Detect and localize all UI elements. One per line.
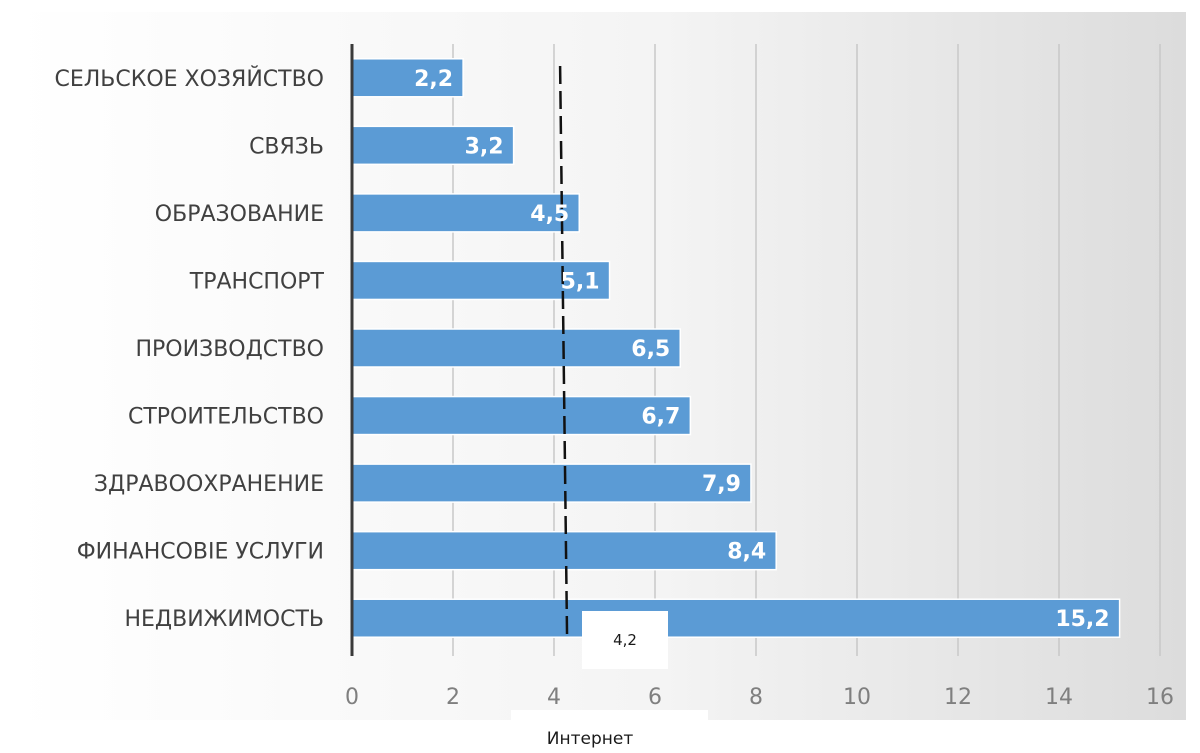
bar	[351, 395, 692, 436]
data-label: 7,9	[702, 472, 741, 497]
x-tick-label: 6	[648, 685, 662, 710]
reference-line-group: 4,2 Интернет	[511, 65, 708, 753]
data-label: 6,7	[641, 405, 680, 430]
reference-name-label: Интернет	[547, 729, 634, 749]
category-label: СТРОИТЕЛЬСТВО	[128, 405, 324, 430]
bar	[351, 58, 464, 98]
category-label: ПРОИЗВОДСТВО	[136, 337, 325, 362]
data-label: 6,5	[631, 337, 670, 362]
bar	[351, 328, 681, 368]
x-tick-label: 12	[944, 685, 972, 710]
x-tick-label: 2	[446, 685, 460, 710]
data-label: 8,4	[727, 540, 766, 565]
bar	[351, 260, 611, 301]
reference-value-label: 4,2	[613, 631, 637, 649]
category-label: НЕДВИЖИМОСТЬ	[124, 607, 324, 632]
data-label: 5,1	[561, 269, 600, 294]
bar	[351, 598, 1121, 638]
category-label: ЗДРАВООХРАНЕНИЕ	[94, 472, 324, 497]
data-label: 3,2	[465, 134, 504, 159]
category-label: СЕЛЬСКОЕ ХОЗЯЙСТВО	[54, 66, 324, 92]
x-tick-label: 14	[1045, 685, 1073, 710]
data-label: 15,2	[1055, 607, 1109, 632]
labels: 0 2 4 6 8 10 12 14 16 СЕЛЬСКОЕ ХОЗЯЙСТВО 2,2 СВЯЗЬ 3…	[54, 66, 1174, 710]
bar	[351, 125, 515, 166]
bar	[351, 530, 777, 571]
category-label: ТРАНСПОРТ	[189, 269, 325, 294]
bar	[351, 463, 752, 503]
reference-value-box	[582, 611, 668, 669]
data-label: 4,5	[530, 202, 569, 227]
x-tick-label: 0	[345, 685, 359, 710]
reference-line	[558, 65, 569, 641]
x-tick-label: 16	[1146, 685, 1174, 710]
x-tick-label: 4	[547, 685, 561, 710]
data-label: 2,2	[414, 67, 453, 92]
x-tick-label: 8	[749, 685, 763, 710]
reference-name-box	[511, 710, 708, 753]
category-label: ФИНАНСОВІЕ УСЛУГИ	[77, 540, 324, 565]
x-tick-label: 10	[843, 685, 871, 710]
category-label: ОБРАЗОВАНИЕ	[155, 202, 324, 227]
category-label: СВЯЗЬ	[249, 134, 324, 159]
